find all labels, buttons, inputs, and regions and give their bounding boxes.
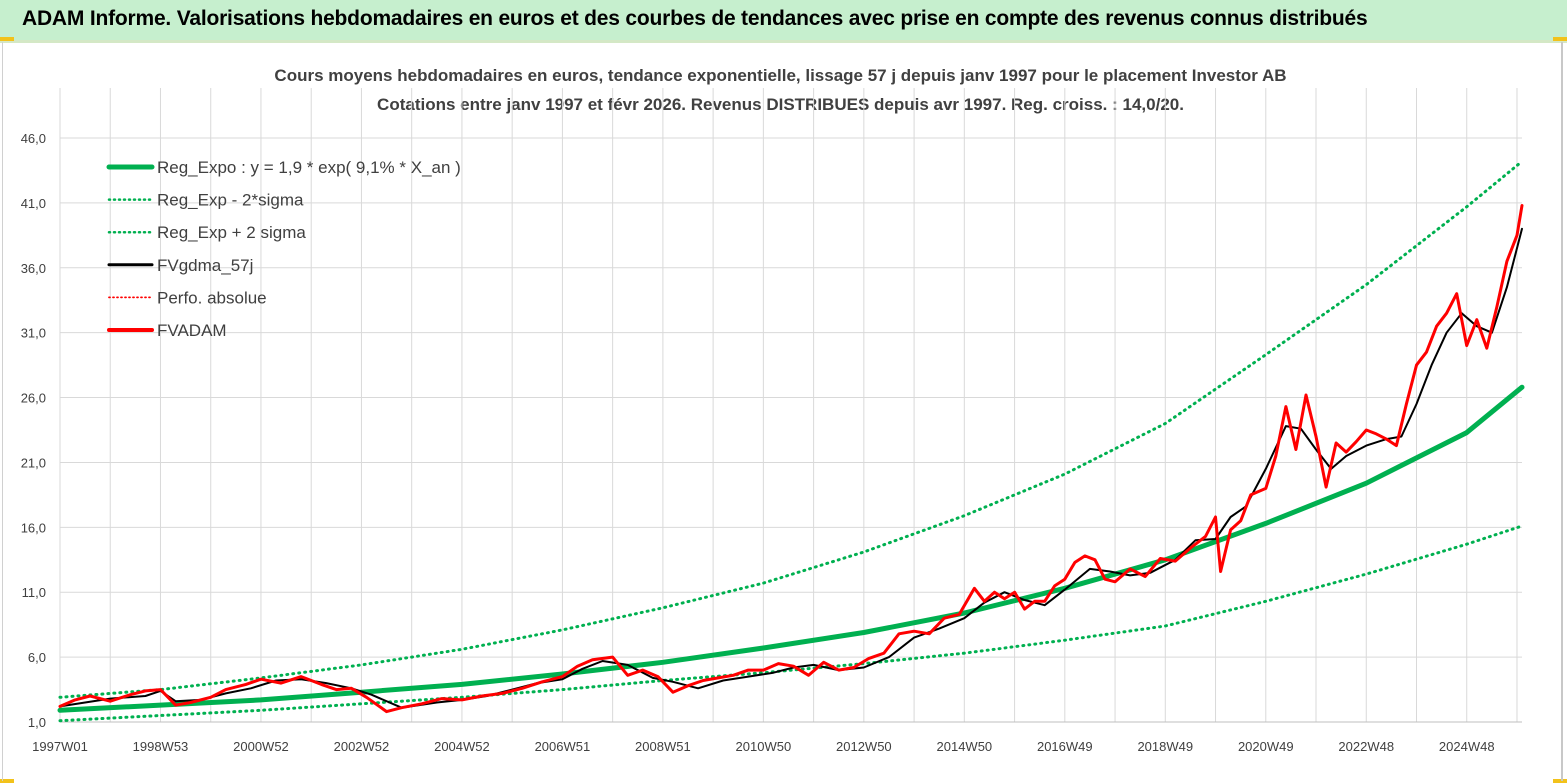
y-tick-label: 31,0	[21, 326, 46, 341]
x-tick-label: 2024W48	[1439, 739, 1495, 754]
series-line-reg-exp-2-sigma	[58, 524, 1524, 723]
x-tick-label: 2018W49	[1137, 739, 1193, 754]
legend-label: FVADAM	[157, 321, 227, 340]
x-tick-label: 1998W53	[133, 739, 189, 754]
legend-label: Reg_Exp + 2 sigma	[157, 223, 306, 242]
x-tick-label: 2016W49	[1037, 739, 1093, 754]
x-tick-label: 1997W01	[32, 739, 88, 754]
y-tick-label: 1,0	[28, 715, 46, 730]
header-title: ADAM Informe. Valorisations hebdomadaire…	[22, 7, 1368, 30]
x-tick-label: 2010W50	[736, 739, 792, 754]
x-tick-label: 2004W52	[434, 739, 490, 754]
x-tick-label: 2008W51	[635, 739, 691, 754]
y-tick-label: 16,0	[21, 520, 46, 535]
x-tick-label: 2002W52	[334, 739, 390, 754]
y-tick-label: 41,0	[21, 196, 46, 211]
series-line-reg-expo	[57, 384, 1525, 713]
y-tick-label: 26,0	[21, 391, 46, 406]
x-tick-label: 2022W48	[1338, 739, 1394, 754]
legend-label: Reg_Exp - 2*sigma	[157, 191, 304, 210]
x-tick-label: 2000W52	[233, 739, 289, 754]
y-tick-label: 36,0	[21, 261, 46, 276]
y-tick-label: 46,0	[21, 131, 46, 146]
y-tick-label: 6,0	[28, 650, 46, 665]
x-tick-label: 2006W51	[535, 739, 591, 754]
legend-label: Reg_Expo : y = 1,9 * exp( 9,1% * X_an )	[157, 158, 461, 177]
x-tick-label: 2014W50	[937, 739, 993, 754]
corner-marker	[0, 779, 14, 783]
header-bar: ADAM Informe. Valorisations hebdomadaire…	[0, 0, 1567, 43]
corner-marker	[0, 37, 14, 41]
series-line-fvadam	[58, 204, 1524, 714]
legend-label: FVgdma_57j	[157, 256, 253, 275]
chart-subtitle: Cotations entre janv 1997 et févr 2026. …	[377, 95, 1184, 114]
y-tick-label: 11,0	[22, 585, 46, 600]
series-line-fvgdma-57j	[59, 227, 1523, 709]
x-tick-label: 2020W49	[1238, 739, 1294, 754]
legend-label: Perfo. absolue	[157, 288, 267, 307]
series-line-reg-exp-2-sigma	[58, 159, 1524, 699]
corner-marker	[1553, 37, 1567, 41]
corner-marker	[1553, 779, 1567, 783]
chart-title-block: Cours moyens hebdomadaires en euros, ten…	[0, 61, 1561, 119]
chart-title: Cours moyens hebdomadaires en euros, ten…	[274, 66, 1287, 85]
chart-frame	[2, 42, 1563, 781]
y-tick-label: 21,0	[21, 455, 46, 470]
x-tick-label: 2012W50	[836, 739, 892, 754]
